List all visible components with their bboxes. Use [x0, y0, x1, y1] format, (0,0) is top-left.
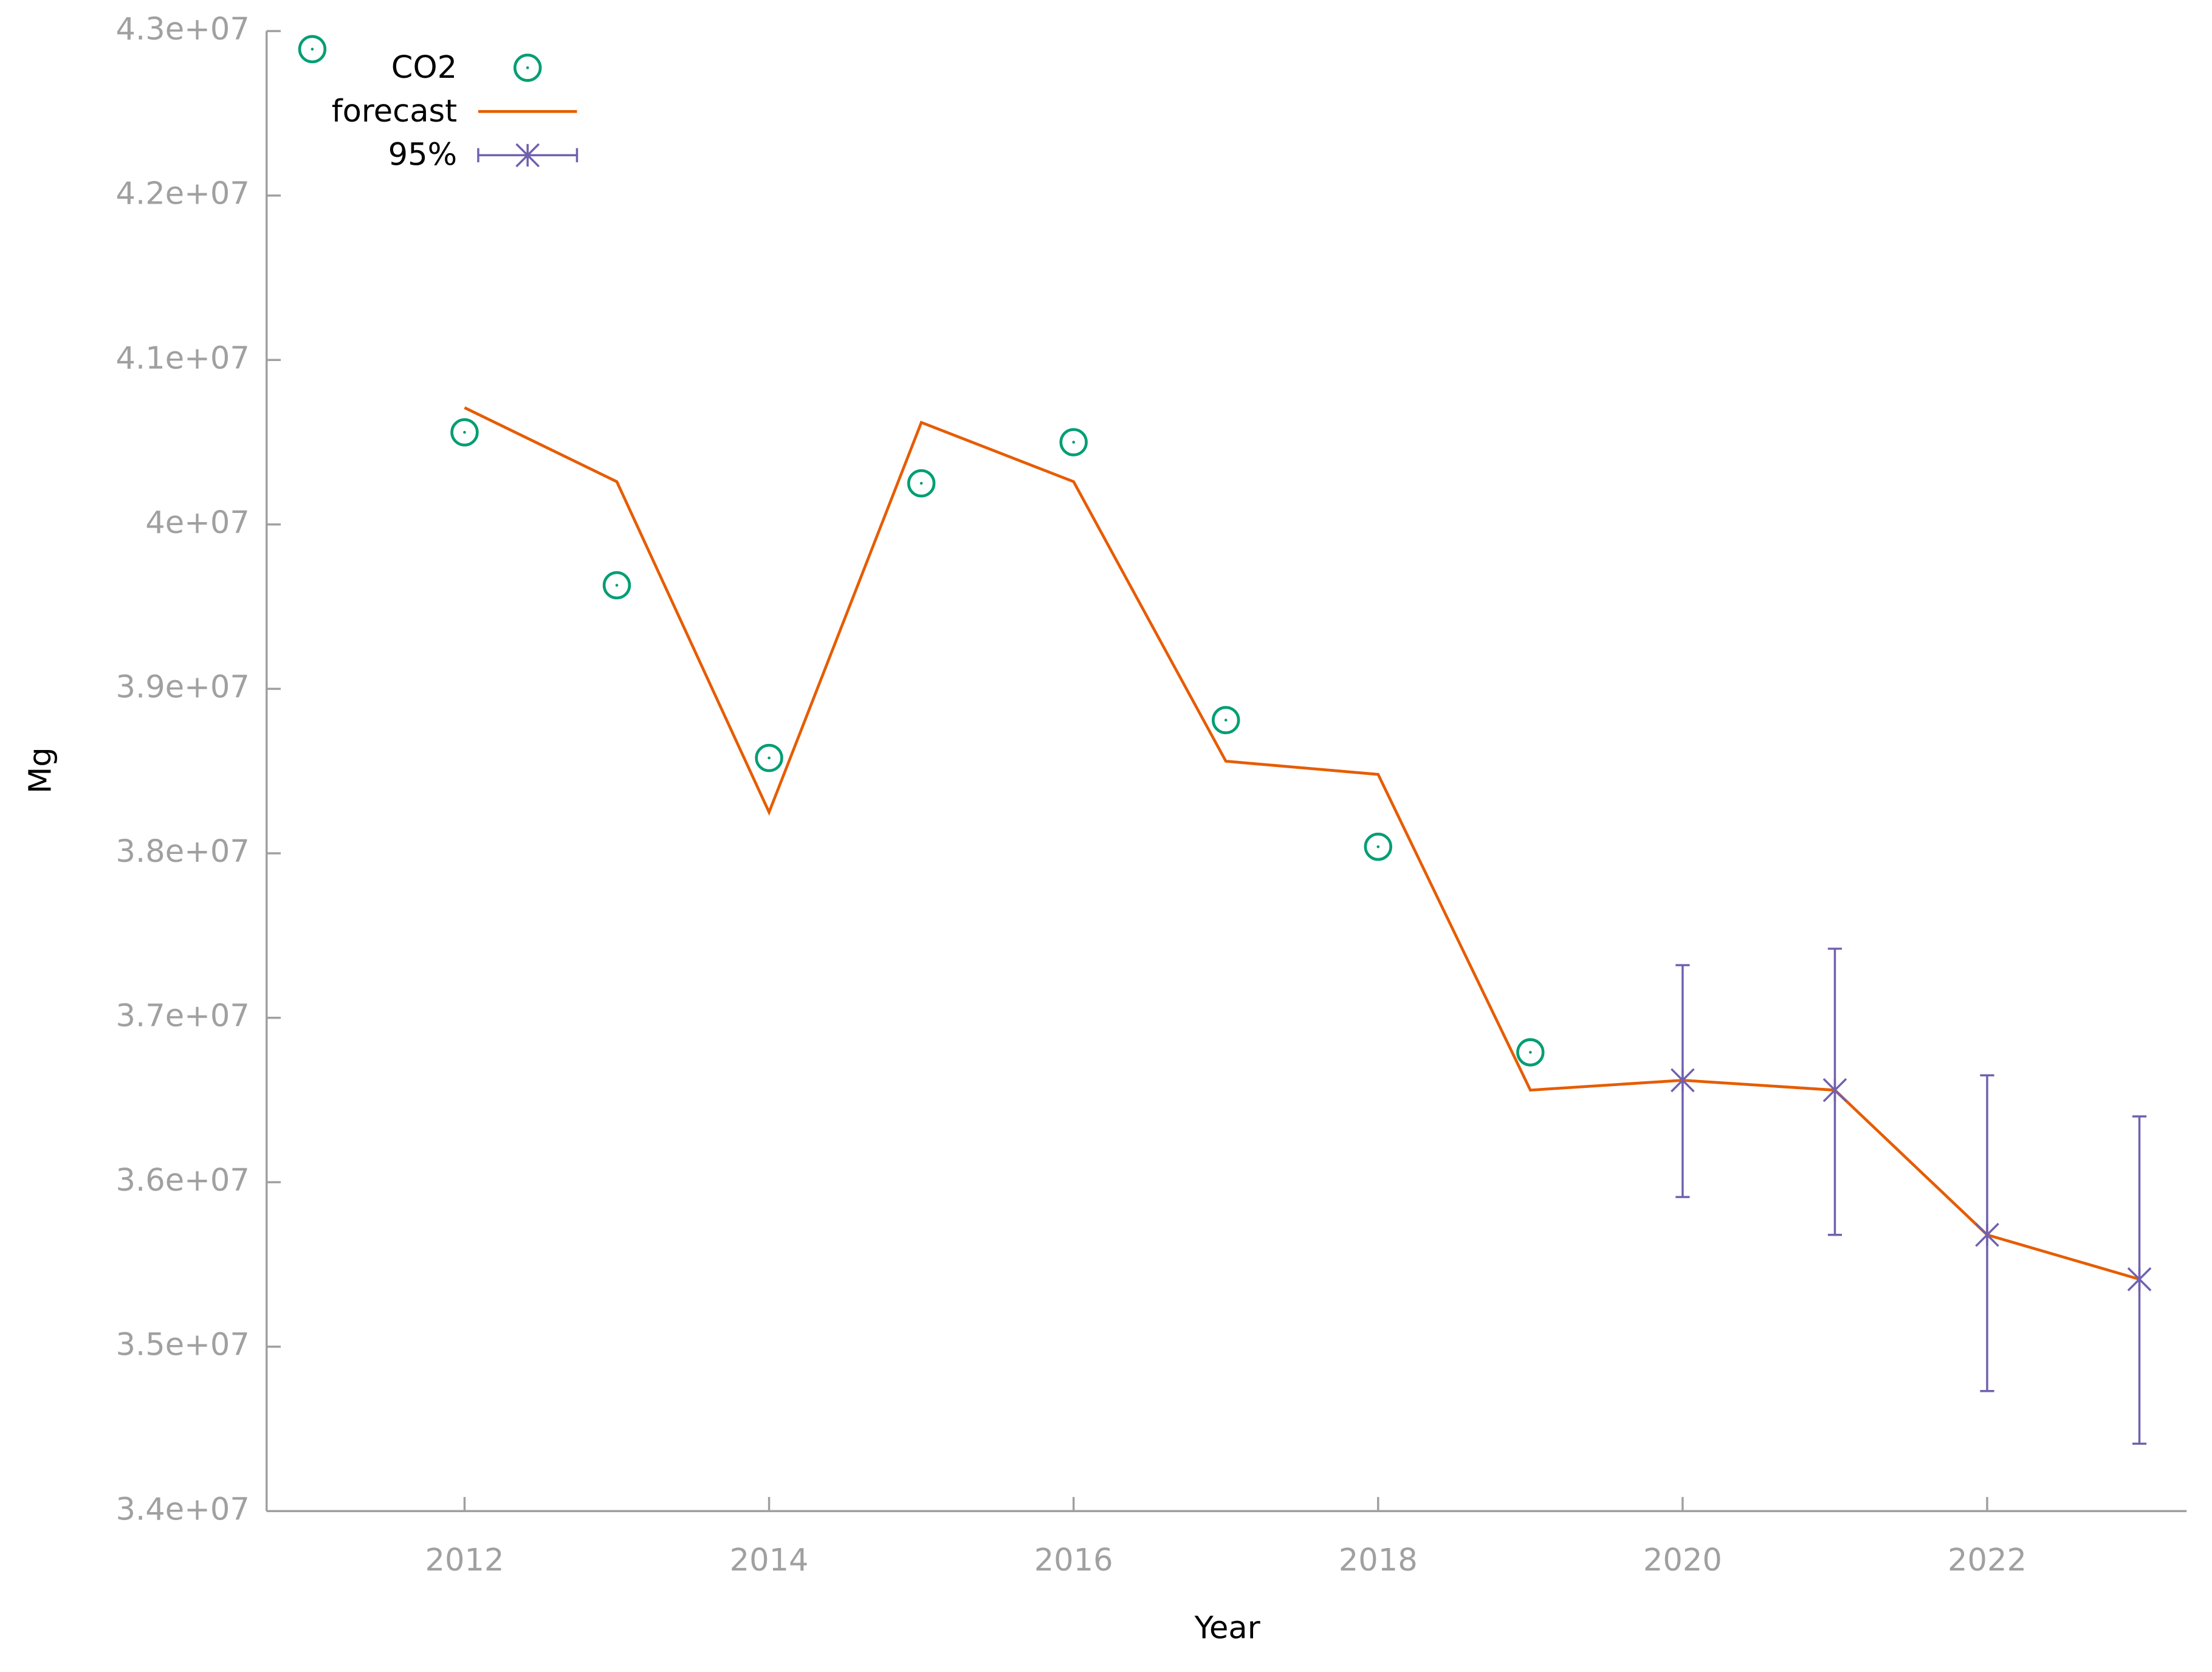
point-dot [1376, 845, 1380, 848]
y-tick-label: 3.4e+07 [116, 1491, 250, 1527]
point [1059, 428, 1088, 456]
point-dot [311, 47, 314, 51]
y-tick-label: 3.9e+07 [116, 669, 250, 705]
point [1975, 1222, 1999, 1247]
point [1364, 832, 1392, 861]
point [450, 418, 479, 447]
point-dot [1224, 718, 1228, 722]
y-tick-label: 3.5e+07 [116, 1327, 250, 1363]
y-axis-label: Mg [23, 747, 59, 793]
y-tick-label: 4.3e+07 [116, 12, 250, 47]
legend-dot [526, 66, 529, 69]
y-tick-label: 3.6e+07 [116, 1163, 250, 1199]
point [602, 571, 631, 600]
point-dot [615, 583, 619, 587]
legend-marker [514, 53, 542, 82]
x-axis-label: Year [1194, 1610, 1260, 1646]
y-tick-label: 3.8e+07 [116, 834, 250, 870]
x-tick-label: 2022 [1948, 1543, 2027, 1578]
x-tick-label: 2014 [730, 1543, 809, 1578]
legend-label: CO2 [391, 50, 457, 86]
x-tick-label: 2016 [1034, 1543, 1113, 1578]
point [755, 743, 783, 772]
point [1212, 706, 1240, 735]
point-dot [1529, 1051, 1532, 1054]
legend-label: forecast [332, 94, 458, 129]
point [298, 35, 327, 64]
point [1671, 1068, 1695, 1093]
point [1516, 1038, 1545, 1067]
y-tick-label: 4.2e+07 [116, 176, 250, 212]
point [1822, 1078, 1847, 1103]
point-dot [919, 481, 923, 485]
x-tick-label: 2020 [1643, 1543, 1722, 1578]
legend-marker [477, 143, 579, 168]
x-tick-label: 2018 [1339, 1543, 1418, 1578]
point-dot [463, 431, 466, 434]
y-tick-label: 3.7e+07 [116, 999, 250, 1034]
point [907, 469, 936, 498]
legend-label: 95% [388, 137, 457, 173]
y-tick-label: 4.1e+07 [116, 340, 250, 376]
point-dot [1072, 441, 1075, 444]
point [2127, 1267, 2152, 1292]
y-tick-label: 4e+07 [145, 505, 250, 541]
x-tick-label: 2012 [425, 1543, 504, 1578]
line [464, 406, 2140, 1281]
point-dot [768, 756, 771, 760]
